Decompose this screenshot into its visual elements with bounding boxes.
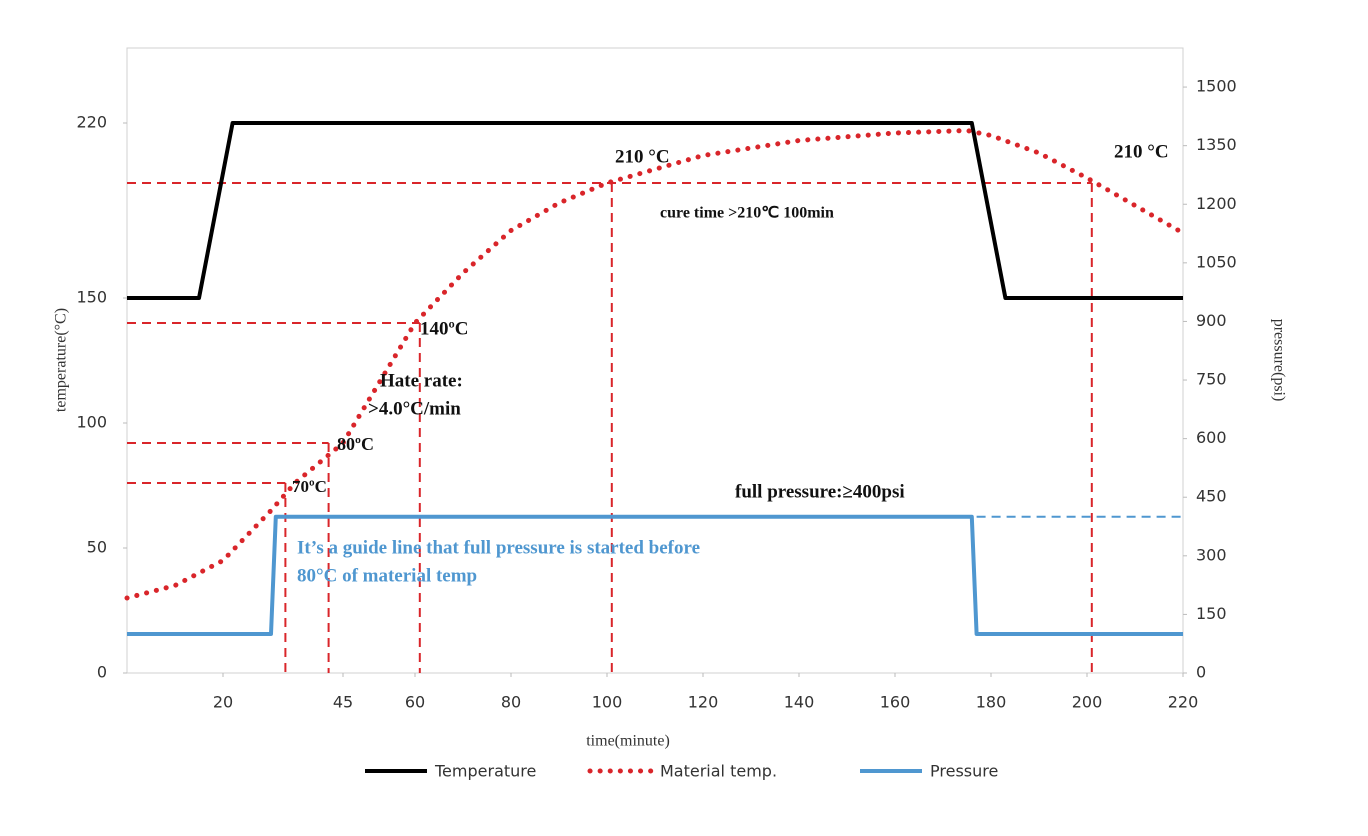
x-tick-label: 160 — [880, 693, 911, 712]
y-tick-label: 50 — [87, 538, 107, 557]
series-line — [127, 514, 1183, 636]
y2-tick-label: 450 — [1196, 487, 1227, 506]
x-tick-label: 120 — [688, 693, 719, 712]
x-tick-label: 200 — [1072, 693, 1103, 712]
annotation: 210 °C — [1114, 141, 1169, 162]
annotation: 80ºC — [337, 434, 374, 454]
y2-tick-label: 900 — [1196, 311, 1227, 330]
x-axis-label: time(minute) — [586, 733, 670, 750]
annotation: 70ºC — [292, 477, 327, 496]
y-tick-label: 150 — [76, 288, 107, 307]
y2-tick-label: 150 — [1196, 604, 1227, 623]
x-tick-label: 60 — [405, 693, 425, 712]
legend-label: Pressure — [930, 762, 998, 781]
x-tick-label: 100 — [592, 693, 623, 712]
y2-tick-label: 300 — [1196, 545, 1227, 564]
annotation: 140ºC — [420, 318, 469, 339]
y2-tick-label: 0 — [1196, 663, 1206, 682]
plot-frame — [126, 47, 1184, 674]
y2-axis-label: pressure(psi) — [1270, 319, 1287, 402]
series-line — [124, 128, 1186, 601]
annotation: 210 °C — [615, 146, 670, 167]
y2-tick-label: 1500 — [1196, 77, 1237, 96]
annotation: Hate rate: — [380, 370, 463, 391]
annotation: full pressure:≥400psi — [735, 481, 905, 502]
x-tick-label: 180 — [976, 693, 1007, 712]
x-tick-label: 80 — [501, 693, 521, 712]
y2-tick-label: 1350 — [1196, 135, 1237, 154]
legend-label: Material temp. — [660, 762, 777, 781]
annotation: 80°C of material temp — [297, 565, 477, 586]
y2-tick-label: 600 — [1196, 428, 1227, 447]
y-axis-label: temperature(°C) — [53, 308, 70, 412]
annotation: cure time >210℃ 100min — [660, 205, 834, 222]
legend-label: Temperature — [434, 762, 536, 781]
x-tick-label: 220 — [1168, 693, 1199, 712]
x-tick-label: 20 — [213, 693, 233, 712]
x-tick-label: 140 — [784, 693, 815, 712]
series-line — [127, 121, 1183, 300]
y-tick-label: 100 — [76, 413, 107, 432]
y2-tick-label: 1200 — [1196, 194, 1237, 213]
x-tick-label: 45 — [333, 693, 353, 712]
y-tick-label: 0 — [97, 663, 107, 682]
y2-tick-label: 750 — [1196, 370, 1227, 389]
y-tick-label: 220 — [76, 113, 107, 132]
annotation: It’s a guide line that full pressure is … — [297, 537, 700, 558]
annotation: >4.0°C/min — [368, 398, 461, 419]
y2-tick-label: 1050 — [1196, 252, 1237, 271]
